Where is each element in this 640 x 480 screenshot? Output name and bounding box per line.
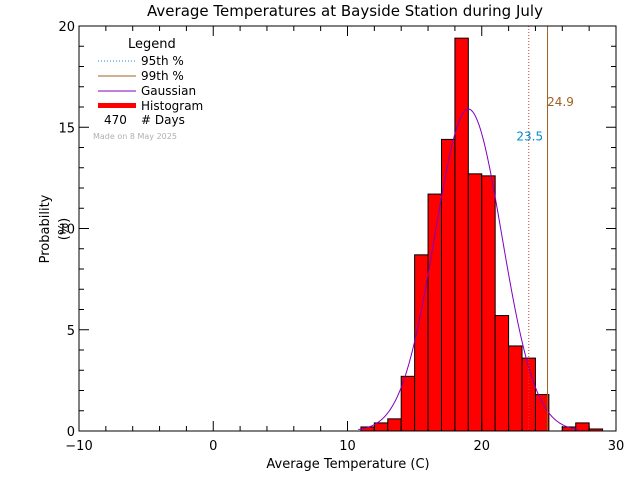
legend: Legend 95th % 99th % Gaussian Histogram … xyxy=(93,37,203,141)
histogram-bar xyxy=(481,175,496,432)
legend-label-95th: 95th % xyxy=(141,54,184,68)
histogram-bar xyxy=(440,138,456,432)
x-tick-label: 20 xyxy=(473,439,490,454)
x-axis-label: Average Temperature (C) xyxy=(266,457,429,472)
x-tick-label: 10 xyxy=(339,439,356,454)
legend-label-gaussian: Gaussian xyxy=(141,84,196,98)
histogram-bars xyxy=(360,37,604,432)
x-tick-label: −10 xyxy=(65,439,92,454)
y-tick-label: 15 xyxy=(58,121,75,136)
gaussian-curve xyxy=(358,108,579,431)
chart-title: Average Temperatures at Bayside Station … xyxy=(147,2,543,20)
legend-title: Legend xyxy=(128,37,176,52)
legend-days-label: # Days xyxy=(141,113,185,127)
histogram-bar xyxy=(373,422,389,432)
legend-label-99th: 99th % xyxy=(141,69,184,83)
gaussian-curve-group xyxy=(358,108,579,431)
histogram-bar xyxy=(414,254,429,432)
histogram-bar xyxy=(467,173,483,432)
legend-days-count: 470 xyxy=(104,113,127,127)
p99-value-label: 24.9 xyxy=(547,95,574,109)
legend-swatch-histogram xyxy=(98,103,136,108)
x-tick-label: 30 xyxy=(608,439,625,454)
y-axis-label: Probability xyxy=(38,194,53,263)
y-tick-label: 10 xyxy=(58,223,75,238)
histogram-bar xyxy=(494,315,510,432)
x-tick-label: 0 xyxy=(209,439,217,454)
y-tick-label: 20 xyxy=(58,20,75,35)
y-tick-label: 0 xyxy=(67,425,75,440)
histogram-bar xyxy=(454,37,469,432)
y-axis-unit-label: (%) xyxy=(57,218,72,241)
percentile-lines-group: 23.5 24.9 xyxy=(516,26,574,431)
histogram-bar xyxy=(521,357,536,432)
histogram-bar xyxy=(508,345,523,432)
histogram-bar xyxy=(400,375,416,432)
histogram-bar xyxy=(387,418,402,432)
legend-label-histogram: Histogram xyxy=(141,99,203,113)
y-tick-label: 5 xyxy=(67,324,75,339)
histogram-bar xyxy=(427,193,442,432)
made-on-note: Made on 8 May 2025 xyxy=(93,132,177,141)
histogram-bar xyxy=(534,394,550,432)
p95-value-label: 23.5 xyxy=(516,129,543,143)
